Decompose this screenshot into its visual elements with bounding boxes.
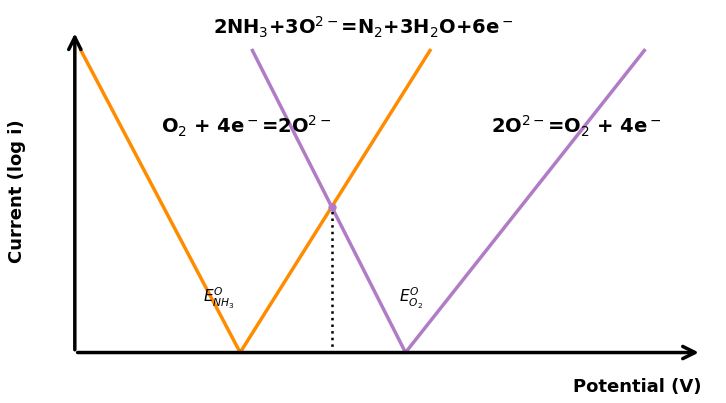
Text: 2NH$_3$+3O$^{2-}$=N$_2$+3H$_2$O+6e$^-$: 2NH$_3$+3O$^{2-}$=N$_2$+3H$_2$O+6e$^-$ xyxy=(213,15,513,40)
Text: Potential (V): Potential (V) xyxy=(573,378,701,396)
Text: 2O$^{2-}$=O$_2$ + 4e$^-$: 2O$^{2-}$=O$_2$ + 4e$^-$ xyxy=(492,113,661,139)
Text: $E^O_{NH_3}$: $E^O_{NH_3}$ xyxy=(203,286,235,311)
Text: O$_2$ + 4e$^-$=2O$^{2-}$: O$_2$ + 4e$^-$=2O$^{2-}$ xyxy=(160,113,331,139)
Text: $E^O_{O_2}$: $E^O_{O_2}$ xyxy=(399,286,423,311)
Text: Current (log i): Current (log i) xyxy=(8,120,26,264)
